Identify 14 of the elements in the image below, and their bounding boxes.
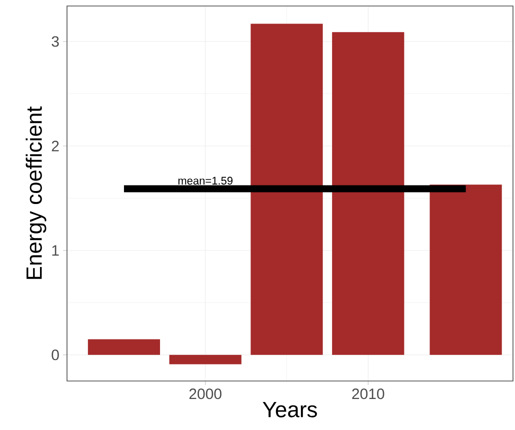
x-tick-label: 2000	[189, 388, 222, 400]
bar	[169, 354, 242, 364]
x-axis-title: Years	[262, 402, 317, 418]
bar	[88, 339, 160, 355]
bar	[430, 184, 502, 355]
y-tick-label: 1	[52, 245, 59, 256]
y-tick-label: 0	[52, 350, 59, 360]
y-axis-title: Energy coefficient	[26, 106, 46, 279]
bar	[332, 32, 404, 355]
y-tick-label: 2	[52, 140, 59, 152]
y-tick-label: 3	[52, 36, 59, 47]
annotation: mean=1.59	[178, 176, 233, 185]
x-tick-label: 2010	[352, 388, 384, 400]
bar	[250, 24, 323, 355]
